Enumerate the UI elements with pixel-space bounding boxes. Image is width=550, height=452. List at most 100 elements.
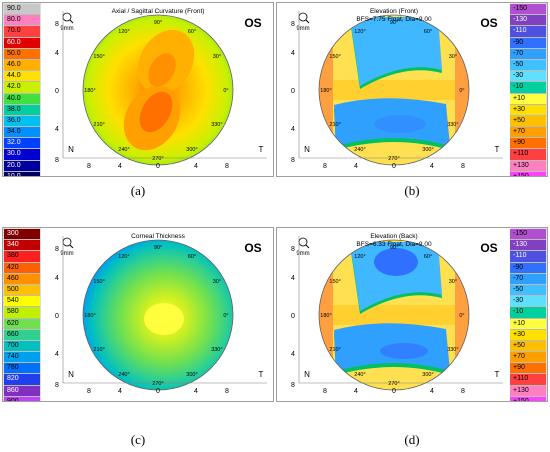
y-tick-label: 4 — [55, 126, 59, 133]
zoom-icon-handle — [305, 19, 310, 24]
x-tick-label: 4 — [194, 163, 198, 170]
eye-label: OS — [244, 16, 261, 30]
angle-label: 30° — [449, 279, 457, 285]
angle-label: 240° — [118, 147, 129, 153]
scale-value: 700 — [4, 340, 40, 353]
panel-label-c: (c) — [130, 432, 146, 447]
angle-label: 0° — [223, 313, 228, 319]
angle-label: 210° — [93, 122, 104, 128]
temporal-label: T — [495, 145, 500, 154]
angle-label: 210° — [329, 347, 340, 353]
scale-value: +90 — [510, 138, 546, 150]
x-tick-label: 4 — [430, 388, 434, 395]
nasal-label: N — [68, 145, 74, 154]
x-tick-label: 4 — [118, 163, 122, 170]
scale-value: 80.0 — [4, 15, 40, 27]
color-scale: 90.0 80.0 70.0 60.0 50.0 46.0 44.0 42.0 40.0 38.0… — [4, 4, 40, 176]
panel-elevation-front: Elevation (Front) BFS=7.75 Float, Dia=9.0… — [276, 2, 548, 177]
nasal-label: N — [304, 370, 310, 379]
angle-label: 0° — [459, 313, 464, 319]
eye-label: OS — [244, 241, 261, 255]
x-tick-label: 8 — [87, 388, 91, 395]
y-tick-label: 4 — [291, 351, 295, 358]
scale-value: 40.0 — [4, 93, 40, 105]
scale-value: 60.0 — [4, 37, 40, 49]
x-tick-label: 8 — [461, 163, 465, 170]
zoom-icon-handle — [69, 19, 74, 24]
scale-value: 860 — [4, 385, 40, 397]
angle-label: 0° — [223, 88, 228, 94]
scale-value: 42.0 — [4, 82, 40, 94]
angle-label: 270° — [388, 156, 399, 162]
angle-label: 180° — [84, 88, 95, 94]
angle-label: 120° — [354, 29, 365, 35]
x-tick-label: 4 — [354, 388, 358, 395]
scale-value: +10 — [510, 318, 546, 330]
scale-value: -70 — [510, 48, 546, 60]
angle-label: 330° — [447, 122, 458, 128]
scale-value: 740 — [4, 352, 40, 364]
color-scale: -150 -130 -110 -90 -70 -50 -30 -10 +10 +30 +50 +70 +… — [510, 229, 546, 401]
angle-label: 30° — [213, 279, 221, 285]
y-tick-label: 4 — [55, 50, 59, 57]
scale-value: +10 — [510, 93, 546, 105]
x-tick-label: 8 — [323, 388, 327, 395]
temporal-label: T — [495, 370, 500, 379]
scale-value: +50 — [510, 115, 546, 128]
scale-value: 90.0 — [4, 4, 40, 16]
angle-label: 210° — [93, 347, 104, 353]
scale-value: 50.0 — [4, 48, 40, 60]
angle-label: 240° — [118, 372, 129, 378]
scale-value: 620 — [4, 318, 40, 330]
angle-label: 60° — [424, 29, 432, 35]
angle-label: 90° — [154, 245, 162, 251]
map-title: Corneal Thickness — [131, 233, 185, 240]
scale-value: -30 — [510, 71, 546, 83]
cornea-outline — [318, 239, 470, 391]
angle-label: 90° — [154, 20, 162, 26]
zoom-label: 9mm — [60, 26, 73, 32]
panel-elevation-back: Elevation (Back) BFS=6.33 Float, Dia=9.00… — [276, 227, 548, 402]
scale-value: 46.0 — [4, 59, 40, 72]
y-tick-label: 4 — [291, 275, 295, 282]
zoom-label: 9mm — [60, 251, 73, 257]
scale-value: 900 — [4, 396, 40, 401]
scale-value: -130 — [510, 15, 546, 27]
scale-value: +90 — [510, 363, 546, 375]
temporal-label: T — [259, 145, 264, 154]
scale-value: +130 — [510, 160, 546, 172]
angle-label: 330° — [447, 347, 458, 353]
panel-axial-curvature: Axial / Sagittal Curvature (Front) OS 9mm 8… — [2, 2, 274, 177]
x-tick-label: 4 — [194, 388, 198, 395]
x-tick-label: 8 — [225, 388, 229, 395]
scale-value: 300 — [4, 229, 40, 241]
angle-label: 180° — [320, 313, 331, 319]
zoom-label: 9mm — [296, 26, 309, 32]
angle-label: 150° — [329, 279, 340, 285]
x-tick-label: 8 — [323, 163, 327, 170]
angle-label: 30° — [213, 54, 221, 60]
angle-label: 120° — [118, 254, 129, 260]
angle-label: 300° — [186, 372, 197, 378]
scale-value: +70 — [510, 352, 546, 364]
angle-label: 240° — [354, 147, 365, 153]
map-title: Elevation (Front) — [370, 8, 418, 15]
scale-value: +110 — [510, 149, 546, 161]
x-tick-label: 8 — [461, 388, 465, 395]
scale-value: +30 — [510, 329, 546, 341]
scale-value: -130 — [510, 240, 546, 252]
scale-value: -150 — [510, 4, 546, 16]
scale-value: -10 — [510, 307, 546, 319]
map-fill — [319, 15, 469, 165]
angle-label: 270° — [152, 381, 163, 387]
scale-value: 34.0 — [4, 127, 40, 139]
scale-value: 44.0 — [4, 71, 40, 83]
map-fill — [83, 240, 233, 390]
x-tick-label: 4 — [354, 163, 358, 170]
x-tick-label: 8 — [225, 163, 229, 170]
scale-value: 460 — [4, 273, 40, 285]
angle-label: 330° — [211, 122, 222, 128]
y-tick-label: 4 — [291, 126, 295, 133]
x-tick-label: 0 — [156, 163, 160, 170]
color-scale: -150 -130 -110 -90 -70 -50 -30 -10 +10 +30 +50 +70 +… — [510, 4, 546, 176]
